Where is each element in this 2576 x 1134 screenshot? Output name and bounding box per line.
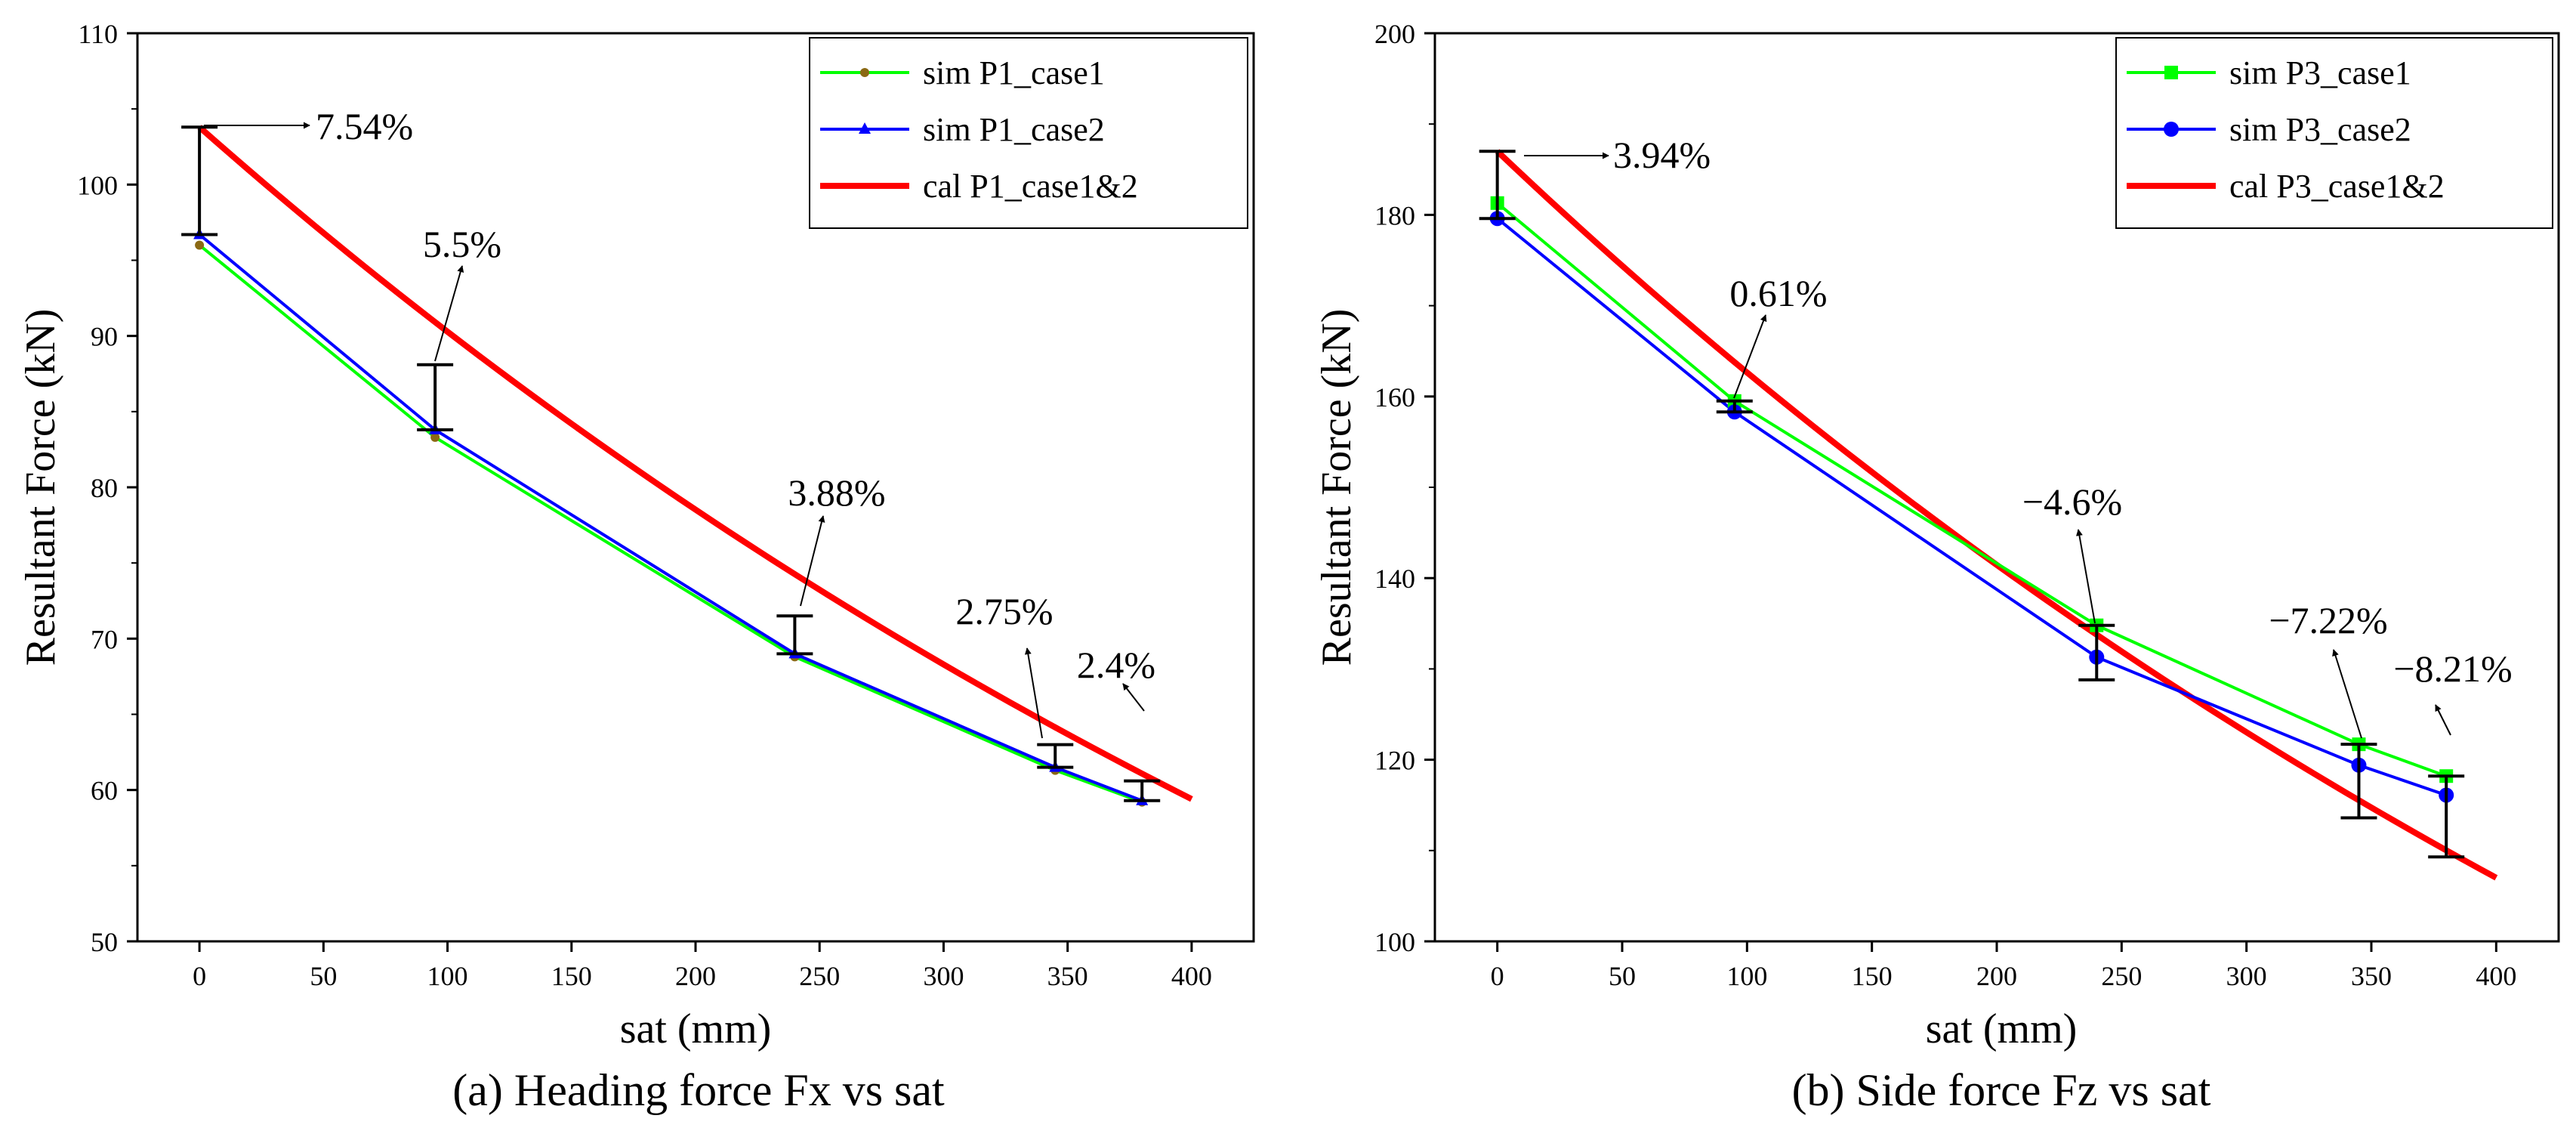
panel-caption: (a) Heading force Fx vs sat: [452, 1065, 945, 1115]
x-tick-label: 0: [193, 961, 206, 991]
x-tick-label: 350: [1047, 961, 1088, 991]
annotation-label: 0.61%: [1729, 272, 1827, 314]
x-tick-label: 400: [2476, 961, 2516, 991]
y-tick-label: 120: [1374, 746, 1415, 776]
x-tick-label: 350: [2351, 961, 2392, 991]
annotation-arrow: [1024, 647, 1043, 739]
x-tick-label: 100: [427, 961, 468, 991]
legend-label-sim-p3-case1: sim P3_case1: [2229, 54, 2411, 91]
y-tick-label: 50: [91, 927, 118, 957]
legend-marker-sim-p3-case1: [2164, 66, 2178, 79]
annotation-arrow: [800, 515, 825, 607]
x-tick-label: 250: [2101, 961, 2142, 991]
series-group: [193, 125, 1193, 807]
y-axis-title: Resultant Force (kN): [17, 309, 64, 666]
y-tick-label: 100: [77, 170, 118, 200]
series-group: [1489, 149, 2498, 881]
annotations-group: 3.94% 0.61% −4.6% −7.22%−8.21%: [1479, 134, 2513, 859]
legend-marker-sim-p3-case2: [2164, 122, 2179, 137]
series-line-sim-p1-case1: [198, 243, 1143, 804]
annotation-arrow: [2332, 649, 2362, 739]
annotations-group: 7.54% 5.5% 3.88% 2.75% 2.4%: [181, 105, 1161, 802]
x-tick-label: 50: [310, 961, 337, 991]
y-tick-label: 80: [91, 473, 118, 503]
annotation-label: −8.21%: [2393, 647, 2512, 690]
data-point-sim-p1-case1: [195, 240, 205, 250]
chart-panel-side-force: 0 50 100 150 200 250 300 350 400 100 120 140 160 180…: [1313, 19, 2560, 1115]
y-axis-title: Resultant Force (kN): [1313, 309, 1360, 666]
annotation-arrow: [2075, 529, 2096, 624]
annotation-label: −4.6%: [2022, 480, 2122, 523]
legend-label-cal-p3-case1-2: cal P3_case1&2: [2229, 168, 2445, 205]
y-tick-label: 200: [1374, 19, 1415, 49]
y-tick-label: 180: [1374, 200, 1415, 230]
annotation-label: 2.75%: [955, 590, 1053, 632]
x-tick-label: 400: [1171, 961, 1212, 991]
x-ticks: 0 50 100 150 200 250 300 350 400: [1491, 941, 2516, 991]
legend-label-cal-p1-case1-2: cal P1_case1&2: [923, 168, 1138, 205]
x-tick-label: 150: [551, 961, 592, 991]
annotation-label: 3.94%: [1613, 134, 1711, 176]
x-tick-label: 300: [923, 961, 964, 991]
y-tick-label: 110: [78, 19, 118, 49]
y-tick-label: 70: [91, 624, 118, 654]
x-ticks: 0 50 100 150 200 250 300 350 400: [193, 941, 1212, 991]
series-line-sim-p3-case1: [1496, 202, 2447, 778]
legend-marker-sim-p1-case2: [859, 122, 871, 134]
series-line-cal-p3-case1-2: [1495, 149, 2498, 881]
series-line-cal-p1-case1-2: [197, 125, 1193, 802]
annotation-label: −7.22%: [2269, 599, 2387, 641]
x-tick-label: 200: [675, 961, 716, 991]
annotation-label: 2.4%: [1077, 644, 1155, 686]
y-tick-label: 90: [91, 322, 118, 352]
y-tick-label: 60: [91, 776, 118, 806]
x-tick-label: 150: [1852, 961, 1893, 991]
x-tick-label: 300: [2226, 961, 2267, 991]
legend-label-sim-p1-case2: sim P1_case2: [923, 111, 1105, 148]
annotation-label: 5.5%: [423, 223, 501, 265]
legend-box: [809, 37, 1248, 229]
x-tick-label: 200: [1976, 961, 2017, 991]
legend-label-sim-p1-case1: sim P1_case1: [923, 54, 1105, 91]
y-ticks: 50 60 70 80 90 100 110: [77, 19, 137, 957]
y-tick-label: 100: [1374, 927, 1415, 957]
x-tick-label: 50: [1609, 961, 1636, 991]
annotation-arrow: [2435, 704, 2451, 736]
annotation-label: 7.54%: [316, 105, 413, 147]
series-line-sim-p1-case2: [198, 233, 1143, 802]
x-tick-label: 250: [799, 961, 840, 991]
x-tick-label: 0: [1491, 961, 1504, 991]
annotation-arrow: [1733, 314, 1767, 399]
x-tick-label: 100: [1726, 961, 1767, 991]
x-axis-title: sat (mm): [1926, 1006, 2078, 1052]
chart-panel-heading-force: 0 50 100 150 200 250 300 350 400 50 60 70 80 90 100 11…: [17, 19, 1255, 1115]
annotation-arrow: [434, 265, 464, 362]
y-tick-label: 140: [1374, 564, 1415, 594]
y-tick-label: 160: [1374, 382, 1415, 413]
y-ticks: 100 120 140 160 180 200: [1374, 19, 1435, 957]
annotation-label: 3.88%: [788, 471, 885, 514]
legend-box: [2115, 37, 2553, 229]
panel-caption: (b) Side force Fz vs sat: [1792, 1065, 2211, 1115]
series-line-sim-p3-case2: [1496, 217, 2447, 797]
legend-label-sim-p3-case2: sim P3_case2: [2229, 111, 2411, 148]
annotation-arrow: [1122, 683, 1145, 712]
x-axis-title: sat (mm): [620, 1006, 772, 1052]
data-point-sim-p1-case1: [430, 432, 440, 442]
legend-marker-sim-p1-case1: [860, 68, 869, 77]
